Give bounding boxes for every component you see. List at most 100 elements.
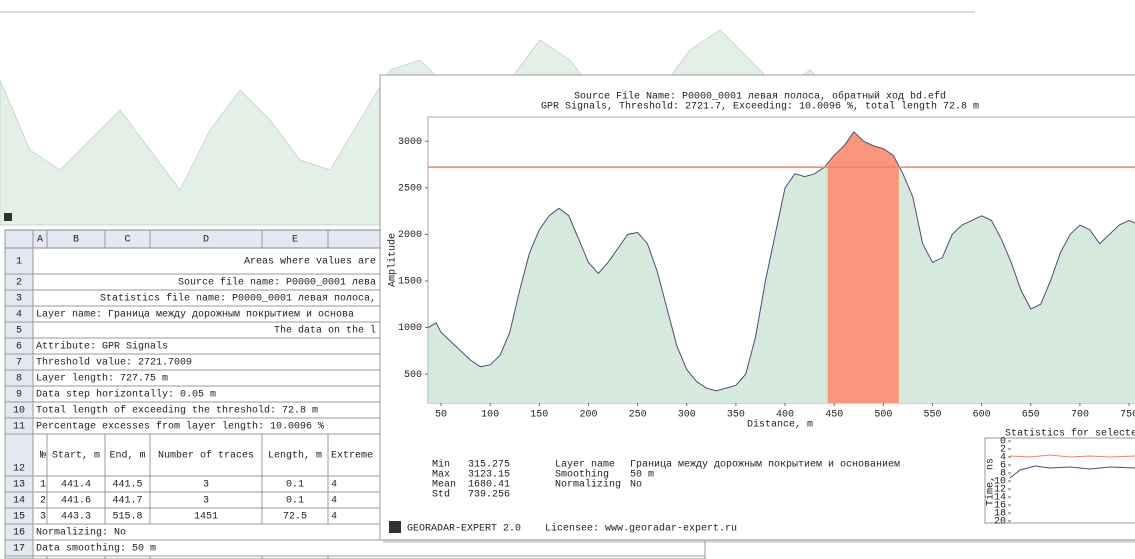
cell-text: 3	[40, 512, 46, 523]
row-number: 13	[13, 480, 25, 491]
col-header: D	[203, 235, 209, 246]
x-tick-label: 650	[1022, 410, 1040, 421]
col-header: E	[292, 235, 298, 246]
chart-subtitle: GPR Signals, Threshold: 2721.7, Exceedin…	[541, 101, 979, 113]
stat-label: Std	[432, 489, 450, 501]
row-number: 12	[13, 464, 25, 475]
mini-y-tick-label: 0	[1000, 437, 1006, 448]
cell-text: Areas where values are	[244, 256, 376, 268]
mini-y-tick-label: 14	[994, 493, 1006, 504]
cell-text: Threshold value: 2721.7009	[36, 357, 192, 369]
cell-text: Data smoothing: 50 m	[36, 543, 156, 555]
x-tick-label: 350	[727, 410, 745, 421]
cell-text: №	[40, 451, 46, 462]
cell-text: Data step horizontally: 0.05 m	[36, 389, 216, 401]
cell-text: Layer name: Граница между дорожным покры…	[36, 310, 354, 321]
stat-value: 315.275	[468, 460, 510, 471]
cell-text: 515.8	[112, 512, 142, 523]
cell-text: 443.3	[61, 512, 91, 523]
cell-text: 2	[40, 496, 46, 507]
col-header: C	[124, 235, 130, 246]
stat-value: 739.256	[468, 490, 510, 501]
cell-text: Attribute: GPR Signals	[36, 341, 168, 353]
row-number: 2	[16, 278, 22, 289]
layer-value: 50 m	[630, 470, 654, 481]
exceed-area	[827, 131, 899, 403]
mini-y-tick-label: 18	[994, 509, 1006, 520]
licensee: Licensee: www.georadar-expert.ru	[545, 523, 737, 535]
cell-text: 3	[203, 496, 209, 507]
x-axis-label: Distance, m	[747, 419, 813, 431]
cell-text: Extreme	[331, 451, 373, 462]
mini-title: Statistics for selected boundar	[1005, 428, 1135, 440]
exceed-area	[825, 165, 826, 403]
row-number: 3	[16, 294, 22, 305]
layer-value: No	[630, 480, 642, 491]
cell-text: End, m	[109, 450, 145, 462]
cell-text: Percentage excesses from layer length: 1…	[36, 421, 324, 433]
mini-y-tick-label: 10	[994, 477, 1006, 488]
row-number: 15	[13, 512, 25, 523]
cell-text: Total length of exceeding the threshold:…	[36, 405, 318, 417]
cell-text: 4	[331, 496, 337, 507]
y-tick-label: 2500	[398, 183, 422, 194]
mini-y-label: Time, ns	[985, 458, 997, 506]
x-tick-label: 250	[629, 410, 647, 421]
exceed-area	[825, 165, 827, 403]
mini-y-tick-label: 16	[994, 501, 1006, 512]
y-tick-label: 3000	[398, 137, 422, 148]
x-tick-label: 550	[923, 410, 941, 421]
row-number: 8	[16, 374, 22, 385]
row-number: 4	[16, 310, 22, 321]
col-header: B	[73, 235, 79, 246]
row-number: 6	[16, 342, 22, 353]
cell-text: 1451	[194, 512, 218, 523]
plot	[428, 131, 1135, 403]
cell-text: 441.5	[112, 480, 142, 491]
y-tick-label: 2000	[398, 230, 422, 241]
x-tick-label: 450	[825, 410, 843, 421]
row-number: 17	[13, 544, 25, 555]
stat-label: Mean	[432, 480, 456, 491]
row-number: 10	[13, 406, 25, 417]
row-number: 1	[16, 257, 22, 268]
area-fill	[428, 131, 1135, 403]
cell-text: 441.4	[61, 480, 91, 491]
row-number: 11	[13, 422, 25, 433]
mini-line-top	[1009, 454, 1135, 458]
cell-text: Source file name: P0000_0001 лева	[178, 277, 376, 289]
y-tick-label: 1500	[398, 277, 422, 288]
stat-label: Max	[432, 470, 450, 481]
cell-text: Length, m	[268, 450, 322, 462]
x-tick-label: 500	[874, 410, 892, 421]
x-tick-label: 400	[776, 410, 794, 421]
x-tick-label: 300	[678, 410, 696, 421]
cell-text: 3	[203, 480, 209, 491]
x-tick-label: 700	[1071, 410, 1089, 421]
mini-y-tick-label: 4	[1000, 453, 1006, 464]
y-axis-label: Amplitude	[387, 233, 399, 287]
merged-cell	[34, 540, 704, 556]
col-header: A	[37, 235, 43, 246]
cell-text: 4	[331, 512, 337, 523]
cell-text: Start, m	[52, 451, 100, 462]
row-number: 5	[16, 326, 22, 337]
mini-y-tick-label: 12	[994, 485, 1006, 496]
x-tick-label: 50	[435, 410, 447, 421]
stat-value: 3123.15	[468, 470, 510, 481]
cell-text: 0.1	[286, 496, 304, 507]
cell-text: 1	[40, 480, 46, 491]
layer-label: Smoothing	[555, 469, 609, 481]
row-number: 16	[13, 528, 25, 539]
row-number: 14	[13, 496, 25, 507]
y-tick-label: 1000	[398, 323, 422, 334]
cell-text: 72.5	[283, 512, 307, 523]
layer-label: Normalizing	[555, 479, 621, 491]
chart-content: Source File Name: P0000_0001 левая полос…	[387, 90, 1135, 535]
chart-title: Source File Name: P0000_0001 левая полос…	[574, 90, 946, 103]
mini-y-tick-label: 20	[994, 517, 1006, 528]
mini-y-tick-label: 6	[1000, 461, 1006, 472]
x-tick-label: 100	[481, 410, 499, 421]
x-tick-label: 750	[1120, 410, 1135, 421]
